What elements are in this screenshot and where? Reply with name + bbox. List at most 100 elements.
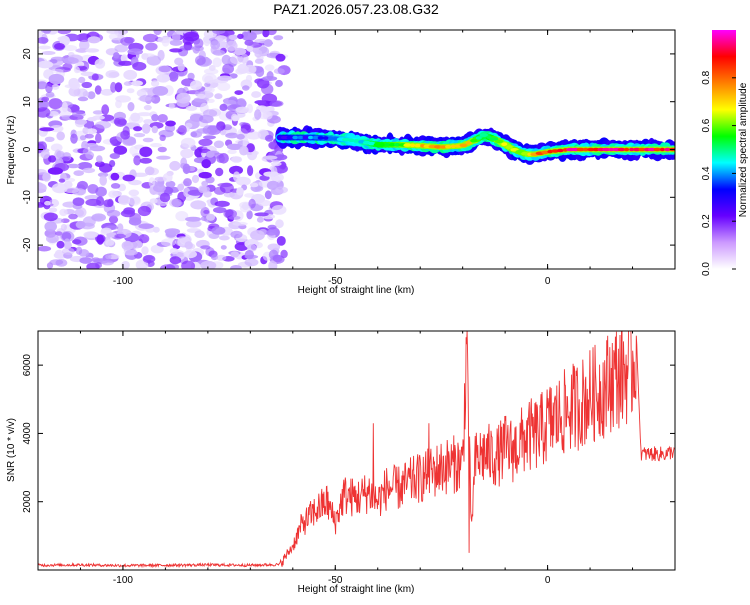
noise-blob <box>106 232 117 238</box>
noise-blob <box>78 76 86 84</box>
noise-blob <box>38 45 51 50</box>
noise-blob <box>250 230 265 241</box>
noise-blob <box>68 213 78 220</box>
noise-blob <box>103 199 114 208</box>
noise-blob <box>56 30 72 35</box>
noise-blob <box>120 130 131 140</box>
noise-blob <box>113 117 121 125</box>
ridge-core <box>286 135 295 140</box>
noise-blob <box>183 31 200 42</box>
noise-blob <box>139 146 153 157</box>
x-tick-label: 0 <box>545 575 551 586</box>
noise-blob <box>261 83 274 95</box>
noise-blob <box>165 120 176 127</box>
noise-blob <box>63 57 79 65</box>
noise-blob <box>267 243 281 251</box>
spectrogram-y-ticks: 20 10 0 -10 -20 <box>22 48 675 252</box>
noise-blob <box>71 111 86 118</box>
noise-blob <box>48 98 63 110</box>
ridge-core <box>501 142 508 146</box>
noise-blob <box>244 250 254 260</box>
noise-blob <box>38 60 54 69</box>
y-tick-label: 20 <box>22 48 33 60</box>
noise-blob <box>118 194 131 206</box>
noise-blob <box>254 109 262 120</box>
ridge-core <box>486 135 492 139</box>
noise-blob <box>142 254 156 264</box>
noise-blob <box>153 184 166 193</box>
noise-blob <box>216 154 225 163</box>
noise-blob <box>244 39 254 46</box>
noise-blob <box>75 220 86 229</box>
noise-blob <box>275 186 288 194</box>
ridge-core <box>602 147 611 152</box>
noise-blob <box>198 138 213 147</box>
y-tick-label: 6000 <box>22 354 33 377</box>
ridge-core <box>459 143 468 148</box>
noise-blob <box>275 79 283 88</box>
noise-blob <box>76 48 88 53</box>
x-tick-label: -100 <box>113 575 133 586</box>
noise-blob <box>235 176 251 186</box>
noise-blob <box>128 179 142 186</box>
noise-blob <box>265 134 274 142</box>
noise-blob <box>79 39 90 51</box>
noise-blob <box>49 259 64 266</box>
noise-blob <box>69 82 81 90</box>
noise-blob <box>118 60 133 66</box>
ridge-core <box>664 147 671 152</box>
noise-blob <box>197 93 206 99</box>
noise-blob <box>247 165 254 177</box>
noise-blob <box>190 80 203 91</box>
noise-blob <box>132 172 148 177</box>
noise-blob <box>254 212 269 217</box>
noise-blob <box>128 195 141 206</box>
noise-blob <box>164 228 181 235</box>
noise-blob <box>136 89 147 97</box>
noise-blob <box>95 234 106 244</box>
x-tick-label: -50 <box>328 276 343 287</box>
noise-blob <box>138 234 150 244</box>
snr-y-ticks: 2000 4000 6000 <box>22 354 675 513</box>
noise-blob <box>133 155 141 166</box>
noise-blob <box>228 34 238 40</box>
noise-blob <box>264 64 275 71</box>
noise-blob <box>266 180 280 190</box>
noise-blob <box>213 140 224 149</box>
noise-blob <box>129 146 138 156</box>
noise-blob <box>151 114 159 122</box>
noise-blob <box>131 80 144 87</box>
noise-blob <box>231 156 243 163</box>
noise-blob <box>206 213 216 221</box>
noise-blob <box>157 146 167 153</box>
noise-blob <box>159 134 166 141</box>
noise-blob <box>176 92 191 104</box>
noise-blob <box>240 53 249 64</box>
noise-blob <box>94 58 106 69</box>
ridge-core <box>403 143 412 147</box>
noise-blob <box>113 145 128 155</box>
noise-blob <box>180 137 196 148</box>
noise-blob <box>123 81 133 86</box>
noise-blob <box>64 181 73 189</box>
noise-blob <box>139 94 155 103</box>
noise-blob <box>244 258 259 267</box>
noise-blob <box>213 207 227 214</box>
ridge-core <box>348 138 355 143</box>
ridge-core <box>414 143 422 148</box>
noise-blob <box>162 172 173 183</box>
noise-blob <box>181 260 196 269</box>
noise-blob <box>50 143 63 152</box>
colorbar-label: Normalized spectral amplitude <box>738 82 749 217</box>
noise-blob <box>168 103 175 109</box>
noise-blob <box>156 74 170 83</box>
noise-blob <box>280 249 288 259</box>
ridge-core <box>638 147 646 152</box>
noise-blob <box>247 244 257 252</box>
noise-blob <box>84 133 94 139</box>
noise-blob <box>68 86 81 97</box>
noise-blob <box>48 199 60 208</box>
ridge-core <box>342 137 351 142</box>
ridge-core <box>541 150 549 155</box>
